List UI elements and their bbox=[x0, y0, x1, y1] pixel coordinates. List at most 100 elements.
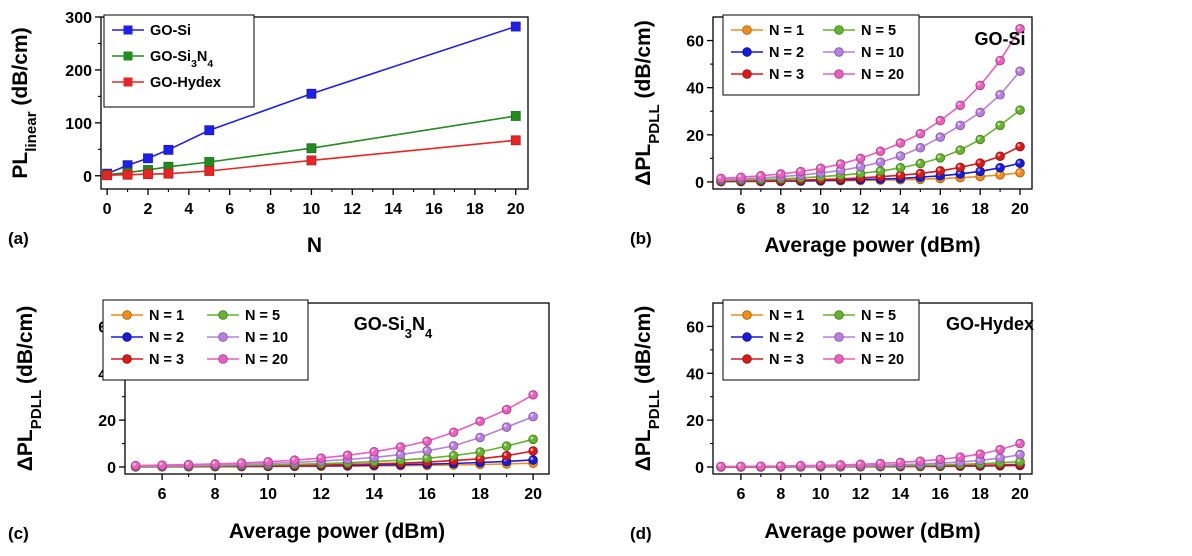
legend-label: N = 10 bbox=[245, 330, 288, 346]
text-part: N bbox=[197, 49, 207, 65]
text-part: (dB/cm) bbox=[632, 20, 655, 104]
x-tick-label: 14 bbox=[365, 486, 383, 503]
x-tick-label: 0 bbox=[103, 201, 112, 218]
data-point bbox=[306, 143, 317, 154]
x-tick-label: 16 bbox=[931, 201, 949, 218]
x-tick-label: 14 bbox=[892, 201, 910, 218]
legend-marker bbox=[742, 69, 752, 79]
data-point bbox=[1015, 449, 1025, 460]
data-point bbox=[528, 390, 538, 400]
legend-marker bbox=[834, 69, 844, 79]
legend-marker bbox=[834, 47, 844, 57]
data-point bbox=[835, 159, 846, 169]
data-point bbox=[995, 55, 1005, 66]
legend-label: N = 3 bbox=[149, 352, 184, 368]
data-point bbox=[716, 461, 726, 472]
y-tick-label: 0 bbox=[695, 460, 704, 477]
x-axis-label: N bbox=[307, 234, 322, 257]
legend-marker bbox=[122, 332, 132, 342]
data-point bbox=[448, 441, 459, 451]
legend-box bbox=[722, 299, 920, 381]
panel-label: (b) bbox=[630, 229, 652, 248]
data-point-highlight bbox=[937, 155, 941, 159]
data-point bbox=[263, 457, 273, 467]
data-point bbox=[736, 172, 746, 182]
legend-item: N = 5 bbox=[823, 23, 896, 39]
data-point bbox=[528, 434, 538, 445]
data-point bbox=[143, 169, 153, 180]
data-point-highlight bbox=[917, 144, 921, 148]
legend-label: N = 20 bbox=[245, 352, 288, 368]
data-point-highlight bbox=[857, 155, 861, 159]
legend: N = 1 N = 2 N = 3 N = 5 N = 10 N = 20 bbox=[722, 14, 920, 96]
data-point-highlight bbox=[212, 461, 216, 465]
data-point-highlight bbox=[1017, 169, 1021, 173]
x-tick-label: 20 bbox=[1011, 486, 1029, 503]
data-point bbox=[915, 168, 926, 179]
y-axis-label: PLlinear (dB/cm) bbox=[9, 27, 40, 178]
data-point bbox=[855, 459, 866, 470]
data-point bbox=[395, 442, 406, 452]
legend-marker bbox=[123, 51, 133, 61]
x-tick-label: 16 bbox=[418, 486, 436, 503]
data-point bbox=[475, 416, 485, 427]
legend-item: N = 10 bbox=[823, 45, 904, 61]
legend-item: N = 2 bbox=[731, 330, 804, 346]
legend-marker bbox=[742, 310, 752, 320]
data-point bbox=[475, 447, 485, 457]
data-point-highlight bbox=[937, 456, 941, 460]
data-point bbox=[163, 168, 174, 179]
legend-label: GO-Si bbox=[150, 23, 191, 39]
series-line bbox=[720, 442, 1021, 468]
data-point-highlight bbox=[877, 159, 881, 163]
data-point bbox=[835, 460, 846, 470]
x-tick-label: 10 bbox=[259, 486, 277, 503]
legend-label: N = 5 bbox=[861, 23, 896, 39]
data-point bbox=[369, 446, 379, 457]
data-point bbox=[995, 453, 1005, 463]
legend-marker bbox=[123, 25, 133, 35]
x-tick-label: 4 bbox=[184, 201, 193, 218]
data-point-highlight bbox=[450, 429, 454, 433]
legend-marker bbox=[122, 310, 132, 320]
data-point-highlight bbox=[797, 168, 801, 172]
series-line bbox=[135, 394, 534, 467]
data-point bbox=[1015, 167, 1025, 178]
y-tick-label: 40 bbox=[686, 81, 704, 98]
x-tick-label: 6 bbox=[225, 201, 234, 218]
data-point-highlight bbox=[1017, 160, 1021, 164]
data-point-highlight bbox=[897, 140, 901, 144]
legend-label: N = 1 bbox=[149, 308, 184, 324]
data-point bbox=[448, 450, 459, 461]
data-point-highlight bbox=[877, 460, 881, 464]
legend-item: N = 1 bbox=[731, 23, 804, 39]
data-point bbox=[143, 153, 153, 164]
data-point-highlight bbox=[503, 424, 507, 428]
legend-box bbox=[722, 14, 920, 96]
data-point-highlight bbox=[977, 82, 981, 86]
data-point-highlight bbox=[857, 164, 861, 168]
legend-label: N = 2 bbox=[769, 330, 804, 346]
text-part: GO-Hydex bbox=[946, 314, 1034, 334]
data-point-highlight bbox=[997, 446, 1001, 450]
x-axis-label: Average power (dBm) bbox=[764, 520, 980, 543]
subscript: linear bbox=[23, 111, 40, 151]
legend-label: N = 10 bbox=[861, 45, 904, 61]
data-point bbox=[1015, 438, 1025, 449]
text-part: GO-Si bbox=[150, 49, 191, 65]
data-point bbox=[895, 457, 906, 468]
data-point bbox=[236, 458, 247, 468]
plot-frame bbox=[124, 302, 550, 475]
data-point-highlight bbox=[450, 443, 454, 447]
legend-item: N = 20 bbox=[823, 352, 904, 368]
data-point-highlight bbox=[937, 134, 941, 138]
data-point bbox=[756, 461, 766, 471]
data-point bbox=[895, 138, 906, 148]
series-line bbox=[720, 28, 1021, 180]
legend: N = 1 N = 2 N = 3 N = 5 N = 10 N = 20 bbox=[722, 299, 920, 381]
x-tick-label: 10 bbox=[303, 201, 321, 218]
data-point bbox=[815, 163, 826, 174]
data-point-highlight bbox=[997, 153, 1001, 157]
x-tick-label: 16 bbox=[425, 201, 443, 218]
